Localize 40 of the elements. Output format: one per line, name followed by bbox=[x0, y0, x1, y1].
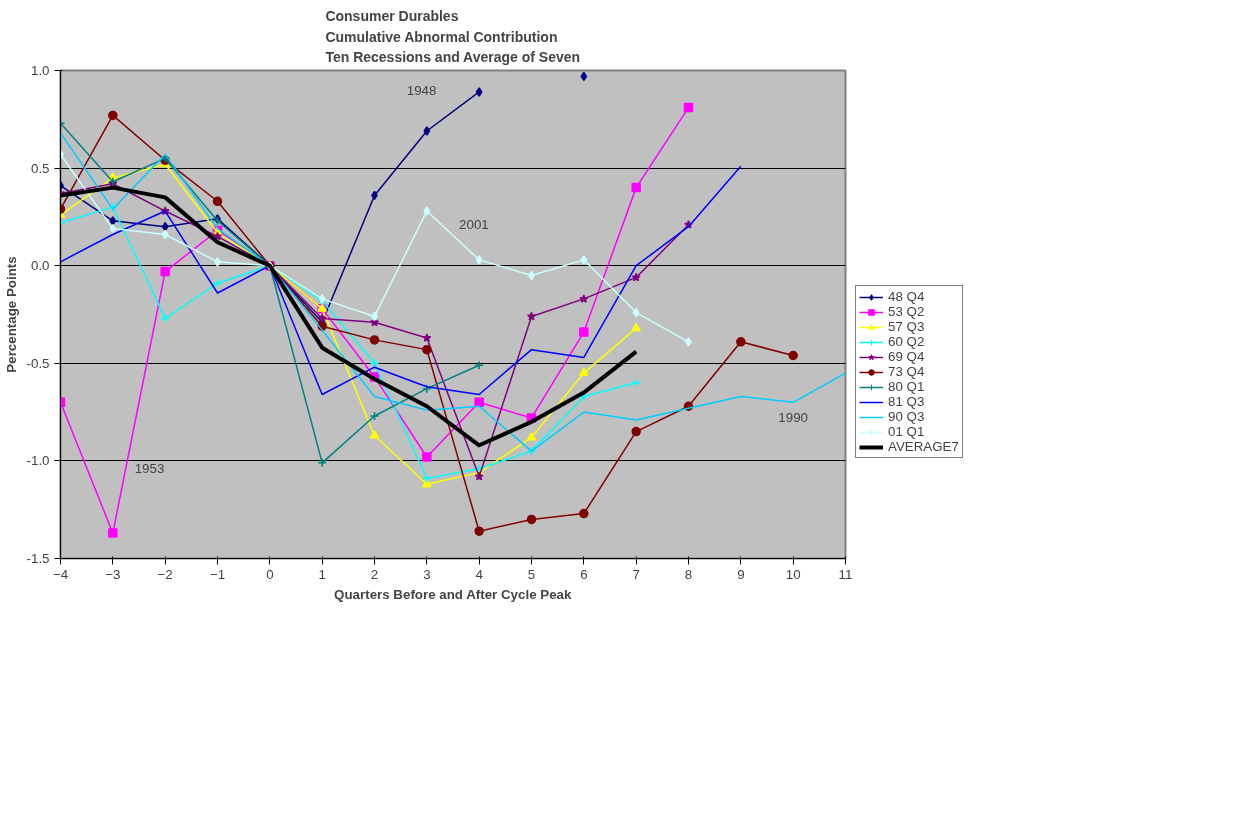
legend-label: 57 Q3 bbox=[888, 319, 925, 334]
x-tick-label: −2 bbox=[157, 566, 173, 582]
x-tick-label: −3 bbox=[105, 566, 121, 582]
x-tick-label: −1 bbox=[209, 566, 226, 582]
legend-label: 53 Q2 bbox=[888, 304, 925, 319]
x-tick-label: 3 bbox=[423, 566, 431, 582]
y-tick-label: -1.5 bbox=[26, 551, 50, 566]
legend-label: 73 Q4 bbox=[888, 364, 925, 379]
annotation: 1990 bbox=[778, 410, 808, 426]
x-tick-label: 10 bbox=[785, 566, 801, 582]
y-axis-title: Percentage Points bbox=[3, 256, 19, 373]
legend-label: 69 Q4 bbox=[888, 349, 925, 364]
legend-label: 80 Q1 bbox=[888, 379, 925, 394]
x-tick-label: 11 bbox=[838, 566, 853, 582]
x-tick-label: 5 bbox=[527, 566, 536, 582]
x-tick-label: 0 bbox=[266, 566, 274, 582]
legend-label: AVERAGE7 bbox=[888, 439, 959, 454]
y-tick-label: -0.5 bbox=[26, 355, 50, 371]
legend-label: 48 Q4 bbox=[888, 289, 925, 304]
x-tick-label: 6 bbox=[580, 566, 588, 582]
legend-label: 60 Q2 bbox=[888, 334, 925, 349]
y-tick-label: 1.0 bbox=[30, 63, 50, 78]
x-tick-label: 7 bbox=[632, 566, 640, 582]
x-tick-label: 9 bbox=[737, 566, 745, 582]
annotation: 1948 bbox=[406, 82, 437, 98]
y-tick-label: 0.0 bbox=[30, 258, 50, 274]
x-tick-label: 8 bbox=[684, 566, 693, 582]
annotation: 2001 bbox=[459, 217, 489, 233]
x-tick-label: 4 bbox=[475, 566, 484, 582]
x-tick-label: −4 bbox=[52, 566, 69, 582]
legend-label: 81 Q3 bbox=[888, 394, 925, 409]
annotation: 1953 bbox=[134, 461, 165, 477]
x-tick-label: 2 bbox=[370, 566, 379, 582]
chart-title: Consumer Durables Cumulative Abnormal Contribution Ten Recessions and Average of Seven bbox=[325, 7, 581, 66]
y-tick-label: -1.0 bbox=[26, 453, 50, 469]
x-axis-title: Quarters Before and After Cycle Peak bbox=[334, 586, 572, 602]
y-tick-label: 0.5 bbox=[30, 160, 50, 176]
legend-label: 90 Q3 bbox=[888, 409, 925, 424]
x-tick-label: 1 bbox=[318, 566, 326, 582]
legend-label: 01 Q1 bbox=[888, 424, 925, 439]
